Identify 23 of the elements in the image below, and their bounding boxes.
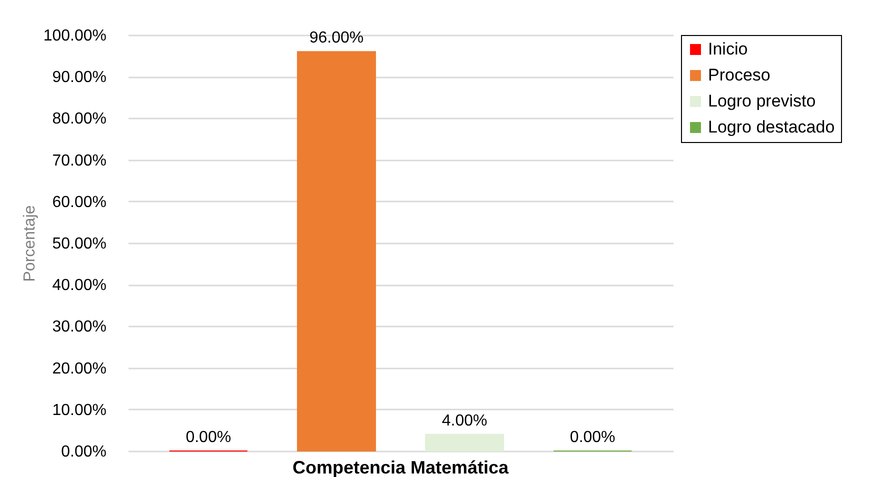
legend-label: Logro previsto <box>708 92 816 110</box>
data-label: 4.00% <box>442 412 488 430</box>
y-axis-title: Porcentaje <box>21 205 38 282</box>
legend-label: Logro destacado <box>708 118 835 136</box>
y-tick-label: 80.00% <box>52 110 106 128</box>
y-tick-label: 20.00% <box>52 360 106 378</box>
data-label: 96.00% <box>309 30 364 47</box>
y-tick-label: 60.00% <box>52 194 106 211</box>
bar <box>296 51 376 452</box>
y-tick-label: 30.00% <box>52 318 106 336</box>
y-tick-label: 70.00% <box>52 152 106 170</box>
y-tick-label: 100.00% <box>43 28 106 44</box>
data-label: 0.00% <box>186 429 232 446</box>
bar <box>425 434 504 452</box>
x-tick-label: Competencia Matemática <box>292 458 510 477</box>
y-tick-label: 0.00% <box>61 444 106 460</box>
y-tick-label: 90.00% <box>52 69 106 86</box>
y-tick-label: 40.00% <box>52 277 106 294</box>
data-label: 0.00% <box>570 429 616 446</box>
legend-label: Proceso <box>708 66 770 84</box>
y-tick-label: 50.00% <box>52 236 106 252</box>
y-tick-label: 10.00% <box>52 402 106 419</box>
legend-label: Inicio <box>708 40 748 58</box>
